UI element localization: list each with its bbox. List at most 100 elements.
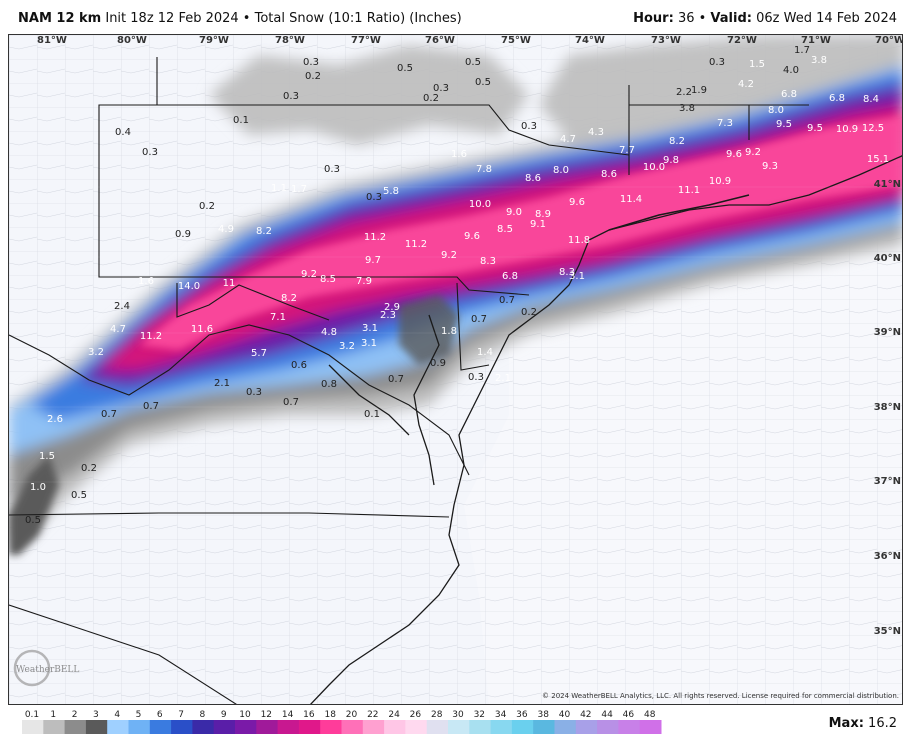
colorbar-swatch bbox=[192, 720, 215, 734]
snow-amount-label: 9.7 bbox=[365, 255, 381, 266]
colorbar-tick-label: 30 bbox=[452, 710, 464, 720]
colorbar-tick-label: 0.1 bbox=[25, 710, 39, 720]
snow-amount-label: 7.3 bbox=[717, 118, 733, 129]
colorbar-swatch bbox=[64, 720, 87, 734]
colorbar-swatch bbox=[128, 720, 151, 734]
colorbar-swatch bbox=[554, 720, 577, 734]
snow-amount-label: 9.5 bbox=[776, 119, 792, 130]
colorbar-tick-label: 28 bbox=[431, 710, 443, 720]
lat-label-38n: 38°N bbox=[874, 402, 901, 413]
colorbar-tick-label: 4 bbox=[114, 710, 120, 720]
snowfall-map: 81°W 80°W 79°W 78°W 77°W 76°W 75°W 74°W … bbox=[8, 34, 903, 705]
colorbar-swatch bbox=[575, 720, 598, 734]
latitude-labels: 41°N 40°N 39°N 38°N 37°N 36°N 35°N bbox=[874, 179, 901, 637]
colorbar-tick-label: 44 bbox=[601, 710, 613, 720]
atlantic-coast bbox=[310, 155, 902, 704]
colorbar-tick-label: 6 bbox=[157, 710, 163, 720]
hour-label: Hour: bbox=[633, 11, 674, 26]
snow-amount-label: 1.9 bbox=[691, 85, 707, 96]
snow-amount-label: 3.1 bbox=[361, 338, 377, 349]
new-england-borders bbox=[628, 85, 809, 175]
colorbar-swatch bbox=[448, 720, 470, 734]
snow-amount-label: 3.2 bbox=[339, 341, 355, 352]
snow-amount-label: 9.2 bbox=[441, 250, 457, 261]
snow-amount-label: 0.2 bbox=[199, 201, 215, 212]
maryland-wv-border bbox=[176, 283, 330, 321]
valid-time: Hour: 36 • Valid: 06z Wed 14 Feb 2024 bbox=[633, 11, 897, 26]
lon-label-76w: 76°W bbox=[425, 35, 455, 46]
snow-amount-label: 11.1 bbox=[678, 185, 700, 196]
snow-amount-label: 8.6 bbox=[601, 169, 617, 180]
snow-amount-label: 0.5 bbox=[475, 77, 491, 88]
colorbar-swatch bbox=[171, 720, 193, 734]
snow-amount-label: 1.5 bbox=[749, 59, 765, 70]
map-subtitle: Init 18z 12 Feb 2024 • Total Snow (10:1 … bbox=[105, 11, 462, 26]
colorbar-swatch bbox=[469, 720, 492, 734]
snow-amount-label: 4.9 bbox=[218, 224, 234, 235]
snow-amount-label: 9.2 bbox=[745, 147, 761, 158]
snow-amount-label: 0.7 bbox=[143, 401, 159, 412]
nc-sc-border bbox=[9, 604, 237, 704]
colorbar-tick-label: 38 bbox=[537, 710, 549, 720]
snow-shade-dark-sw bbox=[9, 455, 59, 555]
model-name: NAM 12 km bbox=[18, 11, 102, 26]
snow-amount-label: 11.6 bbox=[191, 324, 213, 335]
colorbar-swatch bbox=[320, 720, 342, 734]
state-borders bbox=[9, 57, 809, 704]
colorbar-swatch bbox=[298, 720, 321, 734]
max-snow-label: Max: 16.2 bbox=[829, 716, 897, 731]
weatherbell-logo-graphic: WeatherBELL bbox=[13, 649, 79, 687]
snow-amount-label: 0.7 bbox=[101, 409, 117, 420]
coastline bbox=[310, 155, 902, 704]
colorbar-tick-label: 20 bbox=[346, 710, 358, 720]
colorbar-swatch bbox=[256, 720, 279, 734]
colorbar-swatch bbox=[107, 720, 129, 734]
colorbar-ticks: 0.1 1 2 3 4 5 6 7 8 9 10 12 14 16 18 20 22 24 26 28 30 32 34 36… bbox=[25, 710, 656, 720]
snow-amount-label: 8.2 bbox=[669, 136, 685, 147]
lon-label-73w: 73°W bbox=[651, 35, 681, 46]
snow-amount-label: 0.1 bbox=[233, 115, 249, 126]
colorbar-swatch bbox=[405, 720, 428, 734]
snow-amount-label: 0.7 bbox=[388, 374, 404, 385]
snow-amount-label: 6.8 bbox=[502, 271, 518, 282]
snow-amount-label: 11.2 bbox=[364, 232, 386, 243]
map-title: NAM 12 km Init 18z 12 Feb 2024 • Total S… bbox=[18, 11, 462, 26]
longitude-labels: 81°W 80°W 79°W 78°W 77°W 76°W 75°W 74°W … bbox=[37, 35, 902, 46]
graticule bbox=[9, 186, 902, 632]
colorbar-swatch bbox=[511, 720, 534, 734]
lat-label-40n: 40°N bbox=[874, 253, 901, 264]
lon-label-79w: 79°W bbox=[199, 35, 229, 46]
snow-amount-label: 10.0 bbox=[643, 162, 665, 173]
snow-amount-label: 9.6 bbox=[726, 149, 742, 160]
snow-amount-label: 3.8 bbox=[679, 103, 695, 114]
potomac-river bbox=[328, 364, 410, 436]
snow-amount-label: 0.2 bbox=[81, 463, 97, 474]
colorbar-swatch bbox=[426, 720, 449, 734]
snow-amount-label: 2.1 bbox=[495, 373, 511, 384]
colorbar-tick-label: 16 bbox=[303, 710, 315, 720]
snow-amount-label: 0.6 bbox=[291, 360, 307, 371]
colorbar-swatch bbox=[384, 720, 406, 734]
chesapeake-bay bbox=[413, 314, 440, 486]
snow-amount-label: 0.3 bbox=[283, 91, 299, 102]
lat-label-35n: 35°N bbox=[874, 626, 901, 637]
snow-amount-label: 0.3 bbox=[433, 83, 449, 94]
snow-amount-label: 11.2 bbox=[140, 331, 162, 342]
colorbar-tick-label: 14 bbox=[282, 710, 294, 720]
snow-amount-label: 3.1 bbox=[569, 271, 585, 282]
snow-amount-label: 0.9 bbox=[175, 229, 191, 240]
snow-amount-label: 11.8 bbox=[568, 235, 590, 246]
snow-amount-label: 7.1 bbox=[270, 312, 286, 323]
colorbar-swatches bbox=[22, 720, 662, 734]
snow-amount-label: 0.7 bbox=[283, 397, 299, 408]
snow-amount-label: 2.2 bbox=[676, 87, 692, 98]
snow-amount-label: 7.9 bbox=[356, 276, 372, 287]
snow-amount-label: 8.4 bbox=[863, 94, 879, 105]
snow-amount-label: 8.9 bbox=[535, 209, 551, 220]
lon-label-72w: 72°W bbox=[727, 35, 757, 46]
colorbar-swatch bbox=[149, 720, 172, 734]
snow-amount-label: 14.0 bbox=[178, 281, 200, 292]
lat-label-39n: 39°N bbox=[874, 327, 901, 338]
colorbar-tick-label: 48 bbox=[644, 710, 656, 720]
snow-amount-label: 0.5 bbox=[397, 63, 413, 74]
